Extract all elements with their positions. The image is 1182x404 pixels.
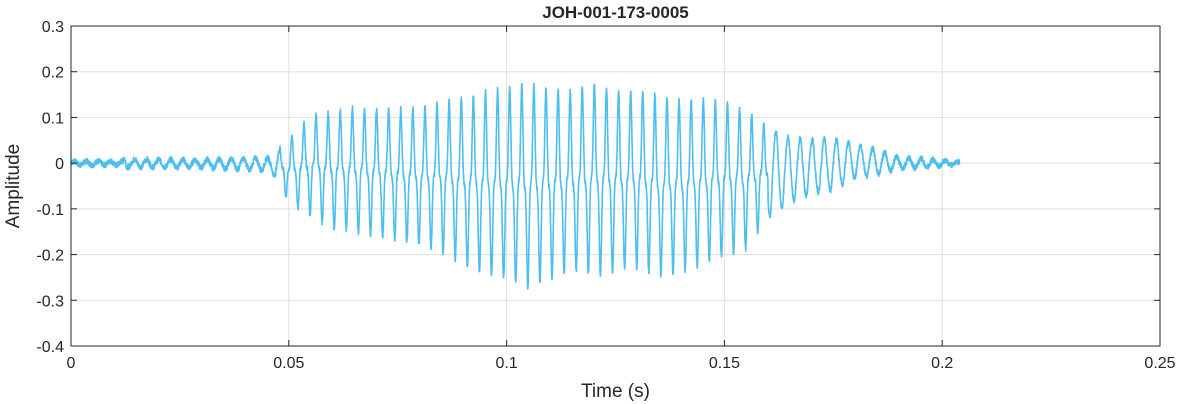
y-tick-label: 0.1 <box>42 110 64 127</box>
plot-frame <box>70 25 1161 347</box>
x-tick-label: 0.25 <box>1144 355 1175 372</box>
x-axis-label: Time (s) <box>581 381 650 402</box>
x-axis-ticks: 0 0.05 0.1 0.15 0.2 0.25 <box>67 26 1176 372</box>
y-tick-label: 0.2 <box>42 65 64 82</box>
y-axis-ticks: -0.4 -0.3 -0.2 -0.1 0 0.1 0.2 0.3 <box>36 19 1160 356</box>
series-layer <box>70 82 961 290</box>
x-tick-label: 0.05 <box>273 355 304 372</box>
waveform-series-line <box>70 82 961 290</box>
x-tick-label: 0.1 <box>495 355 517 372</box>
x-tick-label: 0.2 <box>931 355 953 372</box>
y-tick-label: -0.1 <box>36 202 64 219</box>
y-axis-label: Amplitude <box>3 144 24 229</box>
y-tick-label: 0 <box>55 156 64 173</box>
y-tick-label: -0.4 <box>36 339 64 356</box>
y-tick-label: -0.3 <box>36 293 64 310</box>
y-tick-label: -0.2 <box>36 248 64 265</box>
chart-title: JOH-001-173-0005 <box>542 3 688 22</box>
x-tick-label: 0 <box>67 355 76 372</box>
y-tick-label: 0.3 <box>42 19 64 36</box>
x-tick-label: 0.15 <box>709 355 740 372</box>
